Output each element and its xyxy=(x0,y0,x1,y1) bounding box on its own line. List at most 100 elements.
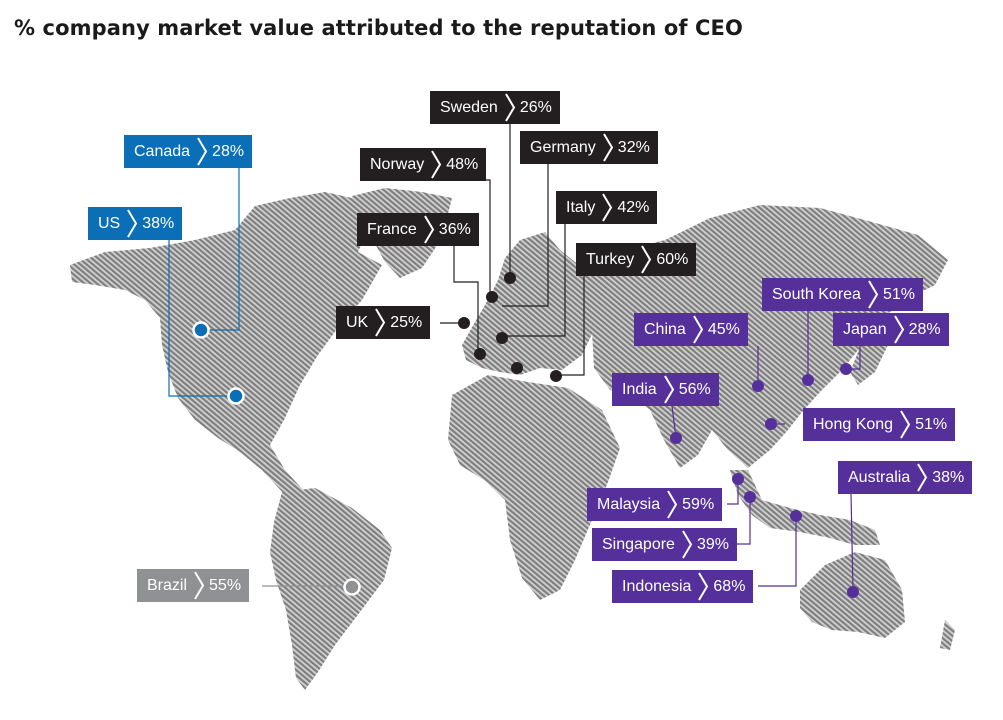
chevron-right-icon xyxy=(374,306,386,339)
hong-kong-name: Hong Kong xyxy=(813,415,894,433)
japan-label: Japan 28% xyxy=(833,313,949,346)
new-zealand-land xyxy=(940,620,955,650)
norway-marker xyxy=(486,291,498,303)
chevron-right-icon xyxy=(423,213,435,246)
turkey-value: 60% xyxy=(656,250,689,268)
singapore-label: Singapore 39% xyxy=(592,528,737,561)
indonesia-value: 68% xyxy=(713,577,746,595)
uk-value: 25% xyxy=(390,313,423,331)
canada-marker xyxy=(192,321,210,339)
germany-name: Germany xyxy=(530,138,596,156)
india-value: 56% xyxy=(678,380,711,398)
chevron-right-icon xyxy=(681,528,693,561)
turkey-marker xyxy=(550,370,562,382)
page-title: % company market value attributed to the… xyxy=(14,16,743,40)
south-america-land xyxy=(270,488,392,690)
chevron-right-icon xyxy=(126,207,138,240)
australia-value: 38% xyxy=(932,468,965,486)
chevron-right-icon xyxy=(640,243,652,276)
chevron-right-icon xyxy=(196,135,208,168)
india-marker xyxy=(670,432,682,444)
sweden-marker xyxy=(504,272,516,284)
brazil-label: Brazil 55% xyxy=(137,569,250,602)
japan-name: Japan xyxy=(843,320,887,338)
chevron-right-icon xyxy=(692,313,704,346)
brazil-value: 55% xyxy=(209,576,242,594)
chevron-right-icon xyxy=(430,148,442,181)
japan-marker xyxy=(840,363,852,375)
brazil-marker xyxy=(343,578,361,596)
singapore-name: Singapore xyxy=(602,535,675,553)
chevron-right-icon xyxy=(601,191,613,224)
canada-name: Canada xyxy=(134,142,191,160)
italy-value: 42% xyxy=(617,198,650,216)
hong-kong-marker xyxy=(765,418,777,430)
singapore-marker xyxy=(744,491,756,503)
germany-label: Germany 32% xyxy=(520,131,658,164)
malaysia-marker xyxy=(732,473,744,485)
us-marker xyxy=(227,387,245,405)
australia-name: Australia xyxy=(848,468,911,486)
chevron-right-icon xyxy=(916,461,928,494)
norway-value: 48% xyxy=(446,155,479,173)
uk-label: UK 25% xyxy=(336,306,431,339)
germany-marker xyxy=(496,332,508,344)
italy-marker xyxy=(511,362,523,374)
india-label: India 56% xyxy=(612,373,719,406)
africa-land xyxy=(448,375,620,600)
germany-value: 32% xyxy=(617,138,650,156)
chevron-right-icon xyxy=(697,570,709,603)
north-america-land xyxy=(70,192,382,495)
south-korea-value: 51% xyxy=(882,285,915,303)
australia-label: Australia 38% xyxy=(838,461,973,494)
south-korea-label: South Korea 51% xyxy=(762,278,923,311)
sweden-name: Sweden xyxy=(440,98,498,116)
sweden-label: Sweden 26% xyxy=(430,91,560,124)
italy-label: Italy 42% xyxy=(556,191,658,224)
southeast-asia-land xyxy=(730,470,880,545)
south-korea-name: South Korea xyxy=(772,285,861,303)
norway-label: Norway 48% xyxy=(360,148,487,181)
india-name: India xyxy=(622,380,657,398)
south-korea-marker xyxy=(802,374,814,386)
us-name: US xyxy=(98,214,121,232)
canada-value: 28% xyxy=(212,142,245,160)
italy-name: Italy xyxy=(566,198,596,216)
france-label: France 36% xyxy=(357,213,479,246)
chevron-right-icon xyxy=(602,131,614,164)
norway-name: Norway xyxy=(370,155,425,173)
chevron-right-icon xyxy=(899,408,911,441)
canada-label: Canada 28% xyxy=(124,135,253,168)
indonesia-marker xyxy=(790,510,802,522)
indonesia-name: Indonesia xyxy=(622,577,692,595)
turkey-label: Turkey 60% xyxy=(576,243,697,276)
australia-marker xyxy=(847,586,859,598)
china-name: China xyxy=(644,320,686,338)
us-value: 38% xyxy=(142,214,175,232)
china-marker xyxy=(752,380,764,392)
chevron-right-icon xyxy=(504,91,516,124)
chevron-right-icon xyxy=(666,488,678,521)
china-value: 45% xyxy=(707,320,740,338)
japan-value: 28% xyxy=(908,320,941,338)
brazil-name: Brazil xyxy=(147,576,188,594)
chevron-right-icon xyxy=(867,278,879,311)
chevron-right-icon xyxy=(193,569,205,602)
malaysia-name: Malaysia xyxy=(597,495,661,513)
chevron-right-icon xyxy=(893,313,905,346)
china-label: China 45% xyxy=(634,313,748,346)
chevron-right-icon xyxy=(663,373,675,406)
turkey-name: Turkey xyxy=(586,250,635,268)
uk-marker xyxy=(458,317,470,329)
singapore-value: 39% xyxy=(696,535,729,553)
hong-kong-label: Hong Kong 51% xyxy=(803,408,956,441)
france-marker xyxy=(474,348,486,360)
uk-name: UK xyxy=(346,313,369,331)
malaysia-value: 59% xyxy=(682,495,715,513)
malaysia-label: Malaysia 59% xyxy=(587,488,723,521)
france-value: 36% xyxy=(438,220,471,238)
indonesia-label: Indonesia 68% xyxy=(612,570,754,603)
sweden-value: 26% xyxy=(519,98,552,116)
france-name: France xyxy=(367,220,417,238)
us-label: US 38% xyxy=(88,207,183,240)
